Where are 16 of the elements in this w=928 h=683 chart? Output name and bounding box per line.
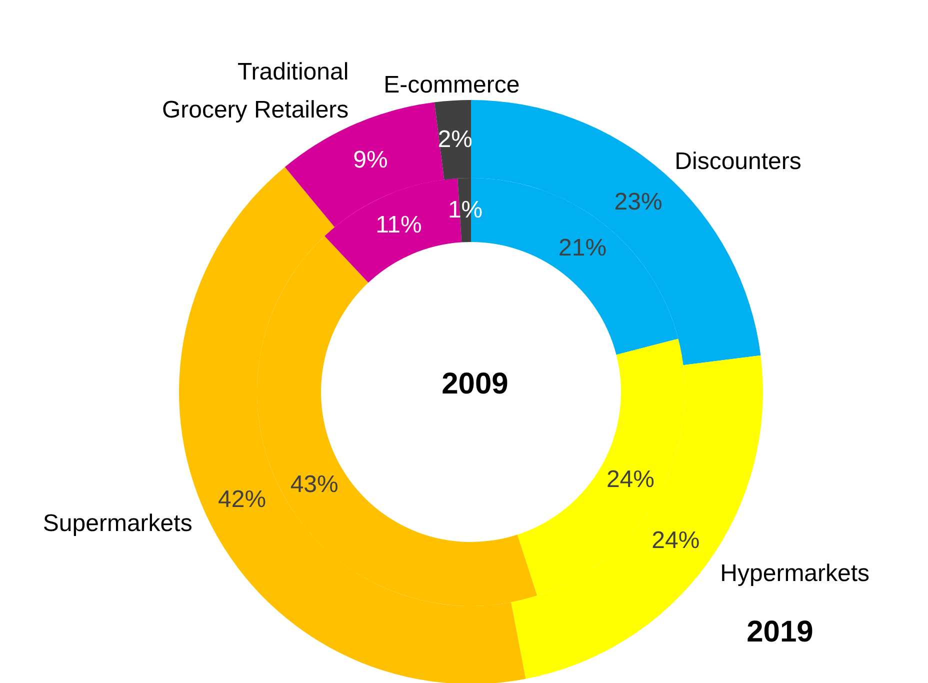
slice-label: Traditional Grocery Retailers: [162, 58, 349, 123]
data-label: 42%: [218, 486, 266, 514]
data-label: 1%: [448, 196, 483, 224]
data-label: 24%: [606, 466, 655, 494]
slice-label: Discounters: [674, 147, 802, 174]
data-label: 21%: [558, 234, 607, 262]
data-label: 23%: [614, 188, 662, 216]
slice-label: 2019: [746, 616, 814, 648]
slice-label: 2009: [442, 368, 508, 400]
slice-label: Hypermarkets: [720, 560, 870, 587]
data-label: 11%: [376, 211, 422, 238]
data-label: 9%: [353, 146, 388, 174]
data-label: 24%: [652, 527, 700, 554]
data-label: 43%: [290, 471, 338, 498]
slice-label: E-commerce: [384, 71, 520, 98]
slice-label: Supermarkets: [42, 510, 192, 537]
